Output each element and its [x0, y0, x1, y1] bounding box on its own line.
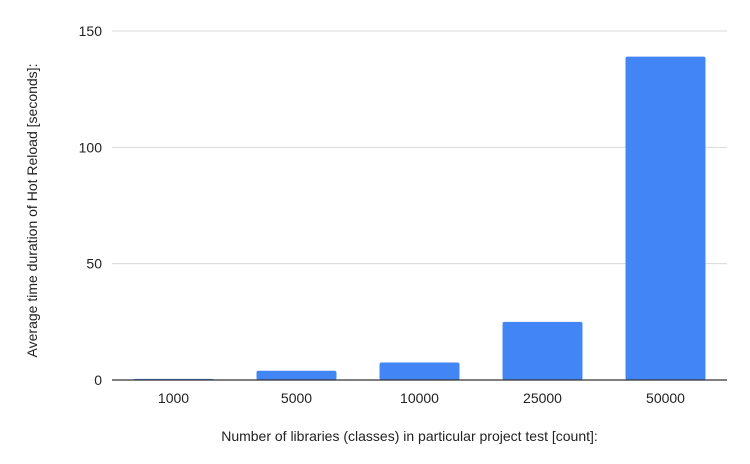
- x-tick-label: 5000: [281, 390, 312, 406]
- bar-25000: [502, 321, 583, 380]
- x-tick-label: 10000: [400, 390, 439, 406]
- bar-50000: [625, 56, 706, 381]
- x-tick-label: 50000: [646, 390, 685, 406]
- gridlines: [112, 30, 727, 265]
- bar-5000: [256, 370, 337, 380]
- y-tick-label: 0: [94, 372, 102, 388]
- y-tick-labels: 0 50 100 150: [79, 23, 103, 388]
- y-tick-label: 100: [79, 139, 103, 155]
- bars: [133, 56, 706, 381]
- x-tick-label: 1000: [158, 390, 189, 406]
- bar-10000: [379, 362, 460, 380]
- x-axis-title: Number of libraries (classes) in particu…: [221, 428, 598, 444]
- y-tick-label: 150: [79, 23, 103, 39]
- x-tick-label: 25000: [523, 390, 562, 406]
- y-axis-title: Average time duration of Hot Reload [sec…: [24, 64, 40, 358]
- y-tick-label: 50: [86, 256, 102, 272]
- x-tick-labels: 1000 5000 10000 25000 50000: [158, 390, 685, 406]
